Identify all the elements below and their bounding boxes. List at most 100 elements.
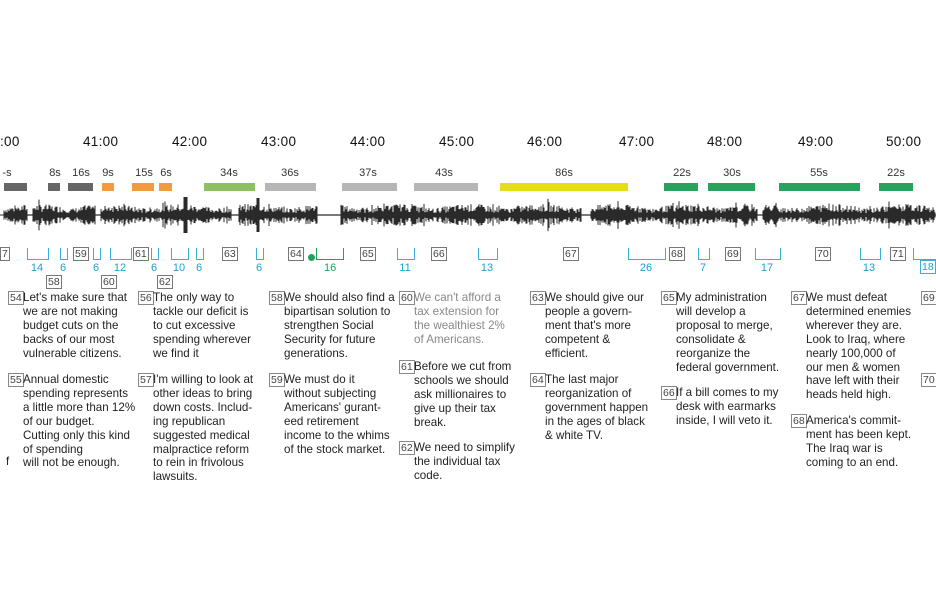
statement-number: 65 [661,291,677,305]
statement-number: 58 [269,291,285,305]
statement-text: We can't afford a tax extension for the … [414,291,505,346]
segment-block [159,183,172,191]
statement-number: 69 [921,291,936,305]
statement-number: 54 [8,291,24,305]
point-number: 63 [222,247,238,261]
applause-bracket-label: 6 [92,262,100,274]
statement-number: 64 [530,373,546,387]
time-tick: 48:00 [707,134,743,149]
statement-text: We must defeat determined enemies wherev… [806,291,912,402]
statement-number: 70 [921,373,936,387]
point-number: 70 [815,247,831,261]
applause-bracket-label: 26 [639,262,653,274]
margin-fragment: f [6,455,10,468]
segment-duration-label: 34s [220,167,238,179]
segment-block [879,183,913,191]
applause-bracket-label: 17 [760,262,774,274]
segment-duration-label: 86s [555,167,573,179]
applause-bracket-label: 6 [195,262,203,274]
audio-waveform [0,197,936,233]
applause-bracket-label: 6 [150,262,158,274]
applause-bracket [60,248,68,260]
applause-bracket [628,248,666,260]
segment-block [68,183,93,191]
segment-duration-label: 9s [102,167,114,179]
statement-text: We need to simplify the individual tax c… [414,441,515,482]
applause-bracket-label: 6 [255,262,263,274]
statement-number: 56 [138,291,154,305]
segment-duration-label: 30s [723,167,741,179]
statement-text: We must do it without subjecting America… [284,373,390,456]
applause-bracket [93,248,101,260]
point-number: 62 [157,275,173,289]
point-number: 60 [101,275,117,289]
applause-bracket [397,248,415,260]
segment-block [414,183,478,191]
applause-bracket [913,248,936,260]
applause-bracket-label: 7 [699,262,707,274]
point-number: 18 [920,260,936,274]
segment-duration-label: 8s [49,167,61,179]
applause-bracket-label: 14 [30,262,44,274]
statement-text: America's commit- ment has been kept. Th… [806,414,912,469]
segment-duration-label: 36s [281,167,299,179]
time-tick: 50:00 [886,134,922,149]
statement-text: Let's make sure that we are not making b… [23,291,128,360]
applause-bracket [171,248,189,260]
time-tick: 41:00 [83,134,119,149]
statement-text: We should also find a bipartisan solutio… [284,291,395,360]
time-tick: 45:00 [439,134,475,149]
time-tick: 42:00 [172,134,208,149]
point-number: 71 [890,247,906,261]
segment-block [664,183,698,191]
statement-number: 68 [791,414,807,428]
statement-number: 66 [661,386,677,400]
time-tick: 44:00 [350,134,386,149]
statement-text: Before we cut from schools we should ask… [414,360,512,429]
point-number: 7 [0,247,10,261]
statement-number: 62 [399,441,415,455]
applause-bracket-label: 10 [172,262,186,274]
statement-text: The only way to tackle our deficit is to… [153,291,251,360]
applause-bracket [698,248,710,260]
point-number: 65 [360,247,376,261]
segment-block [265,183,316,191]
statement-number: 67 [791,291,807,305]
segment-duration-label: 22s [673,167,691,179]
segment-duration-label: 6s [160,167,172,179]
statement-number: 59 [269,373,285,387]
applause-bracket [755,248,781,260]
statement-text: Annual domestic spending represents a li… [23,373,136,470]
applause-bracket [196,248,204,260]
segment-duration-label: 55s [810,167,828,179]
segment-block [132,183,154,191]
statement-text: The last major reorganization of governm… [545,373,649,442]
segment-block [4,183,27,191]
point-number: 68 [669,247,685,261]
segment-block [204,183,255,191]
applause-bracket-label: 13 [480,262,494,274]
segment-duration-label: -s [2,167,12,179]
point-number: 67 [563,247,579,261]
applause-bracket-label: 16 [324,262,337,274]
segment-duration-label: 15s [135,167,153,179]
applause-bracket [478,248,498,260]
point-number: 64 [288,247,304,261]
statement-number: 57 [138,373,154,387]
time-tick: 46:00 [527,134,563,149]
time-tick: 47:00 [619,134,655,149]
statement-number: 60 [399,291,415,305]
segment-block [342,183,397,191]
applause-bracket [27,248,49,260]
segment-duration-label: 16s [72,167,90,179]
statement-text: My administration will develop a proposa… [676,291,780,374]
applause-bracket [110,248,132,260]
applause-bracket [860,248,881,260]
point-number: 58 [46,275,62,289]
applause-bracket [316,248,344,260]
statement-number: 55 [8,373,24,387]
point-number: 61 [133,247,149,261]
statement-number: 63 [530,291,546,305]
point-number: 59 [73,247,89,261]
statement-text: We should give our people a govern- ment… [545,291,645,360]
